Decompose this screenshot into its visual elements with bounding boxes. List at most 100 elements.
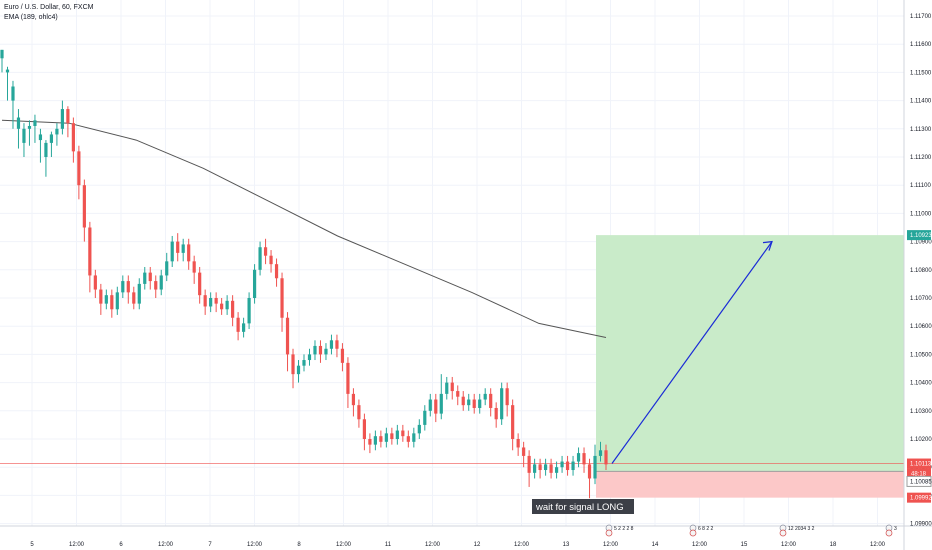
candle-body xyxy=(511,405,515,439)
y-tick-label: 1.11600 xyxy=(910,42,932,48)
candle-body xyxy=(263,247,268,256)
candle-body xyxy=(159,275,163,290)
candle-body xyxy=(406,436,410,442)
candle xyxy=(445,376,449,400)
candle-body xyxy=(324,348,328,355)
candle-body xyxy=(0,49,4,59)
candle-body xyxy=(302,360,306,366)
event-label: 3 xyxy=(894,526,897,532)
candle xyxy=(209,292,213,313)
candle xyxy=(242,317,246,338)
candle xyxy=(44,140,48,177)
candle xyxy=(49,131,54,157)
candle-body xyxy=(412,433,416,442)
x-tick-label: 7 xyxy=(208,542,212,548)
projection-arrow[interactable] xyxy=(611,240,773,464)
candle xyxy=(368,433,372,454)
candle xyxy=(170,235,174,267)
price-axis[interactable]: 1.11700 1.11600 1.11500 1.11400 1.11300 1.112… xyxy=(910,14,932,528)
candle xyxy=(351,388,356,417)
y-tick-label: 1.10800 xyxy=(910,268,932,274)
current-price-tag-text: 1.10113 xyxy=(910,462,932,468)
candle xyxy=(55,123,59,146)
candle-body xyxy=(154,281,158,290)
candle-body xyxy=(500,388,504,420)
candle-body xyxy=(560,461,564,468)
candle-body xyxy=(148,272,152,282)
candle-body xyxy=(313,345,317,355)
candle xyxy=(340,343,345,372)
event-markers: 5 2 2 2 8 6 8 2 2 12 2034 3 2 3 xyxy=(605,524,897,537)
candle-body xyxy=(165,261,169,276)
candle xyxy=(263,238,268,265)
candle-body xyxy=(417,424,421,434)
candle xyxy=(346,357,350,408)
x-tick-label: 6 xyxy=(119,542,123,548)
candle-body xyxy=(395,430,399,439)
candle xyxy=(434,393,438,423)
candle xyxy=(203,289,207,315)
x-tick-label: 12:00 xyxy=(247,542,263,548)
candle xyxy=(390,427,394,445)
candle xyxy=(192,255,196,284)
candle xyxy=(22,123,26,157)
candle-body xyxy=(93,275,97,290)
candle xyxy=(582,447,586,473)
candle xyxy=(132,286,136,310)
candle-body xyxy=(214,298,218,304)
x-tick-label: 12:00 xyxy=(158,542,174,548)
candle xyxy=(527,450,531,487)
candle-body xyxy=(318,345,323,355)
annotation-box[interactable] xyxy=(532,499,634,514)
candle-body xyxy=(329,340,334,349)
candle-body xyxy=(472,399,476,408)
candle xyxy=(313,340,317,361)
y-tick-label: 1.11300 xyxy=(910,127,932,133)
candle xyxy=(198,266,202,304)
candle xyxy=(181,238,185,262)
candle-body xyxy=(587,464,592,479)
x-tick-label: 12:00 xyxy=(336,542,352,548)
arrow-line[interactable] xyxy=(611,241,773,464)
y-tick-label: 1.11700 xyxy=(910,14,932,20)
flag-circle xyxy=(779,529,787,537)
candle-body xyxy=(390,433,394,439)
candle xyxy=(176,233,180,262)
candle-body xyxy=(522,447,526,456)
candle-body xyxy=(99,289,103,304)
candle-body xyxy=(236,317,240,332)
candle xyxy=(554,461,559,479)
candle xyxy=(60,100,64,135)
candle-body xyxy=(456,391,460,397)
long-position-tool[interactable] xyxy=(596,235,904,498)
candle-body xyxy=(132,292,136,304)
y-tick-label: 1.10700 xyxy=(910,296,932,302)
calendar-flags-icon: 3 xyxy=(885,524,897,537)
stop-loss-zone[interactable] xyxy=(596,471,904,498)
candle xyxy=(494,402,498,428)
calendar-flags-icon: 5 2 2 2 8 xyxy=(605,524,634,537)
candle-body xyxy=(516,439,520,448)
time-axis[interactable]: 5 12:00 6 12:00 7 12:00 8 12:00 11 12:00 12 12:00 13… xyxy=(30,542,885,548)
profit-zone[interactable] xyxy=(596,235,904,472)
arrow-head[interactable] xyxy=(762,240,773,251)
y-tick-label: 1.11500 xyxy=(910,70,932,76)
candle-body xyxy=(428,399,432,411)
candle-body xyxy=(554,467,559,473)
candle xyxy=(115,286,119,315)
candle-body xyxy=(187,244,191,262)
indicator-legend: EMA (189, ohlc4) xyxy=(4,14,58,21)
candle-body xyxy=(44,142,48,157)
candle-body xyxy=(582,453,586,465)
y-tick-label: 1.09900 xyxy=(910,522,932,528)
candle-body xyxy=(291,354,295,375)
stop-price-tag-bg xyxy=(907,492,931,503)
candle xyxy=(395,424,399,445)
y-tick-label: 1.10200 xyxy=(910,437,932,443)
signal-annotation[interactable]: wait for signal LONG xyxy=(532,499,634,514)
candle xyxy=(274,258,279,287)
price-tags: 1.10923 1.10113 48:181.10085 1.09992 xyxy=(906,230,932,503)
candle xyxy=(220,298,224,315)
candle xyxy=(258,241,262,276)
